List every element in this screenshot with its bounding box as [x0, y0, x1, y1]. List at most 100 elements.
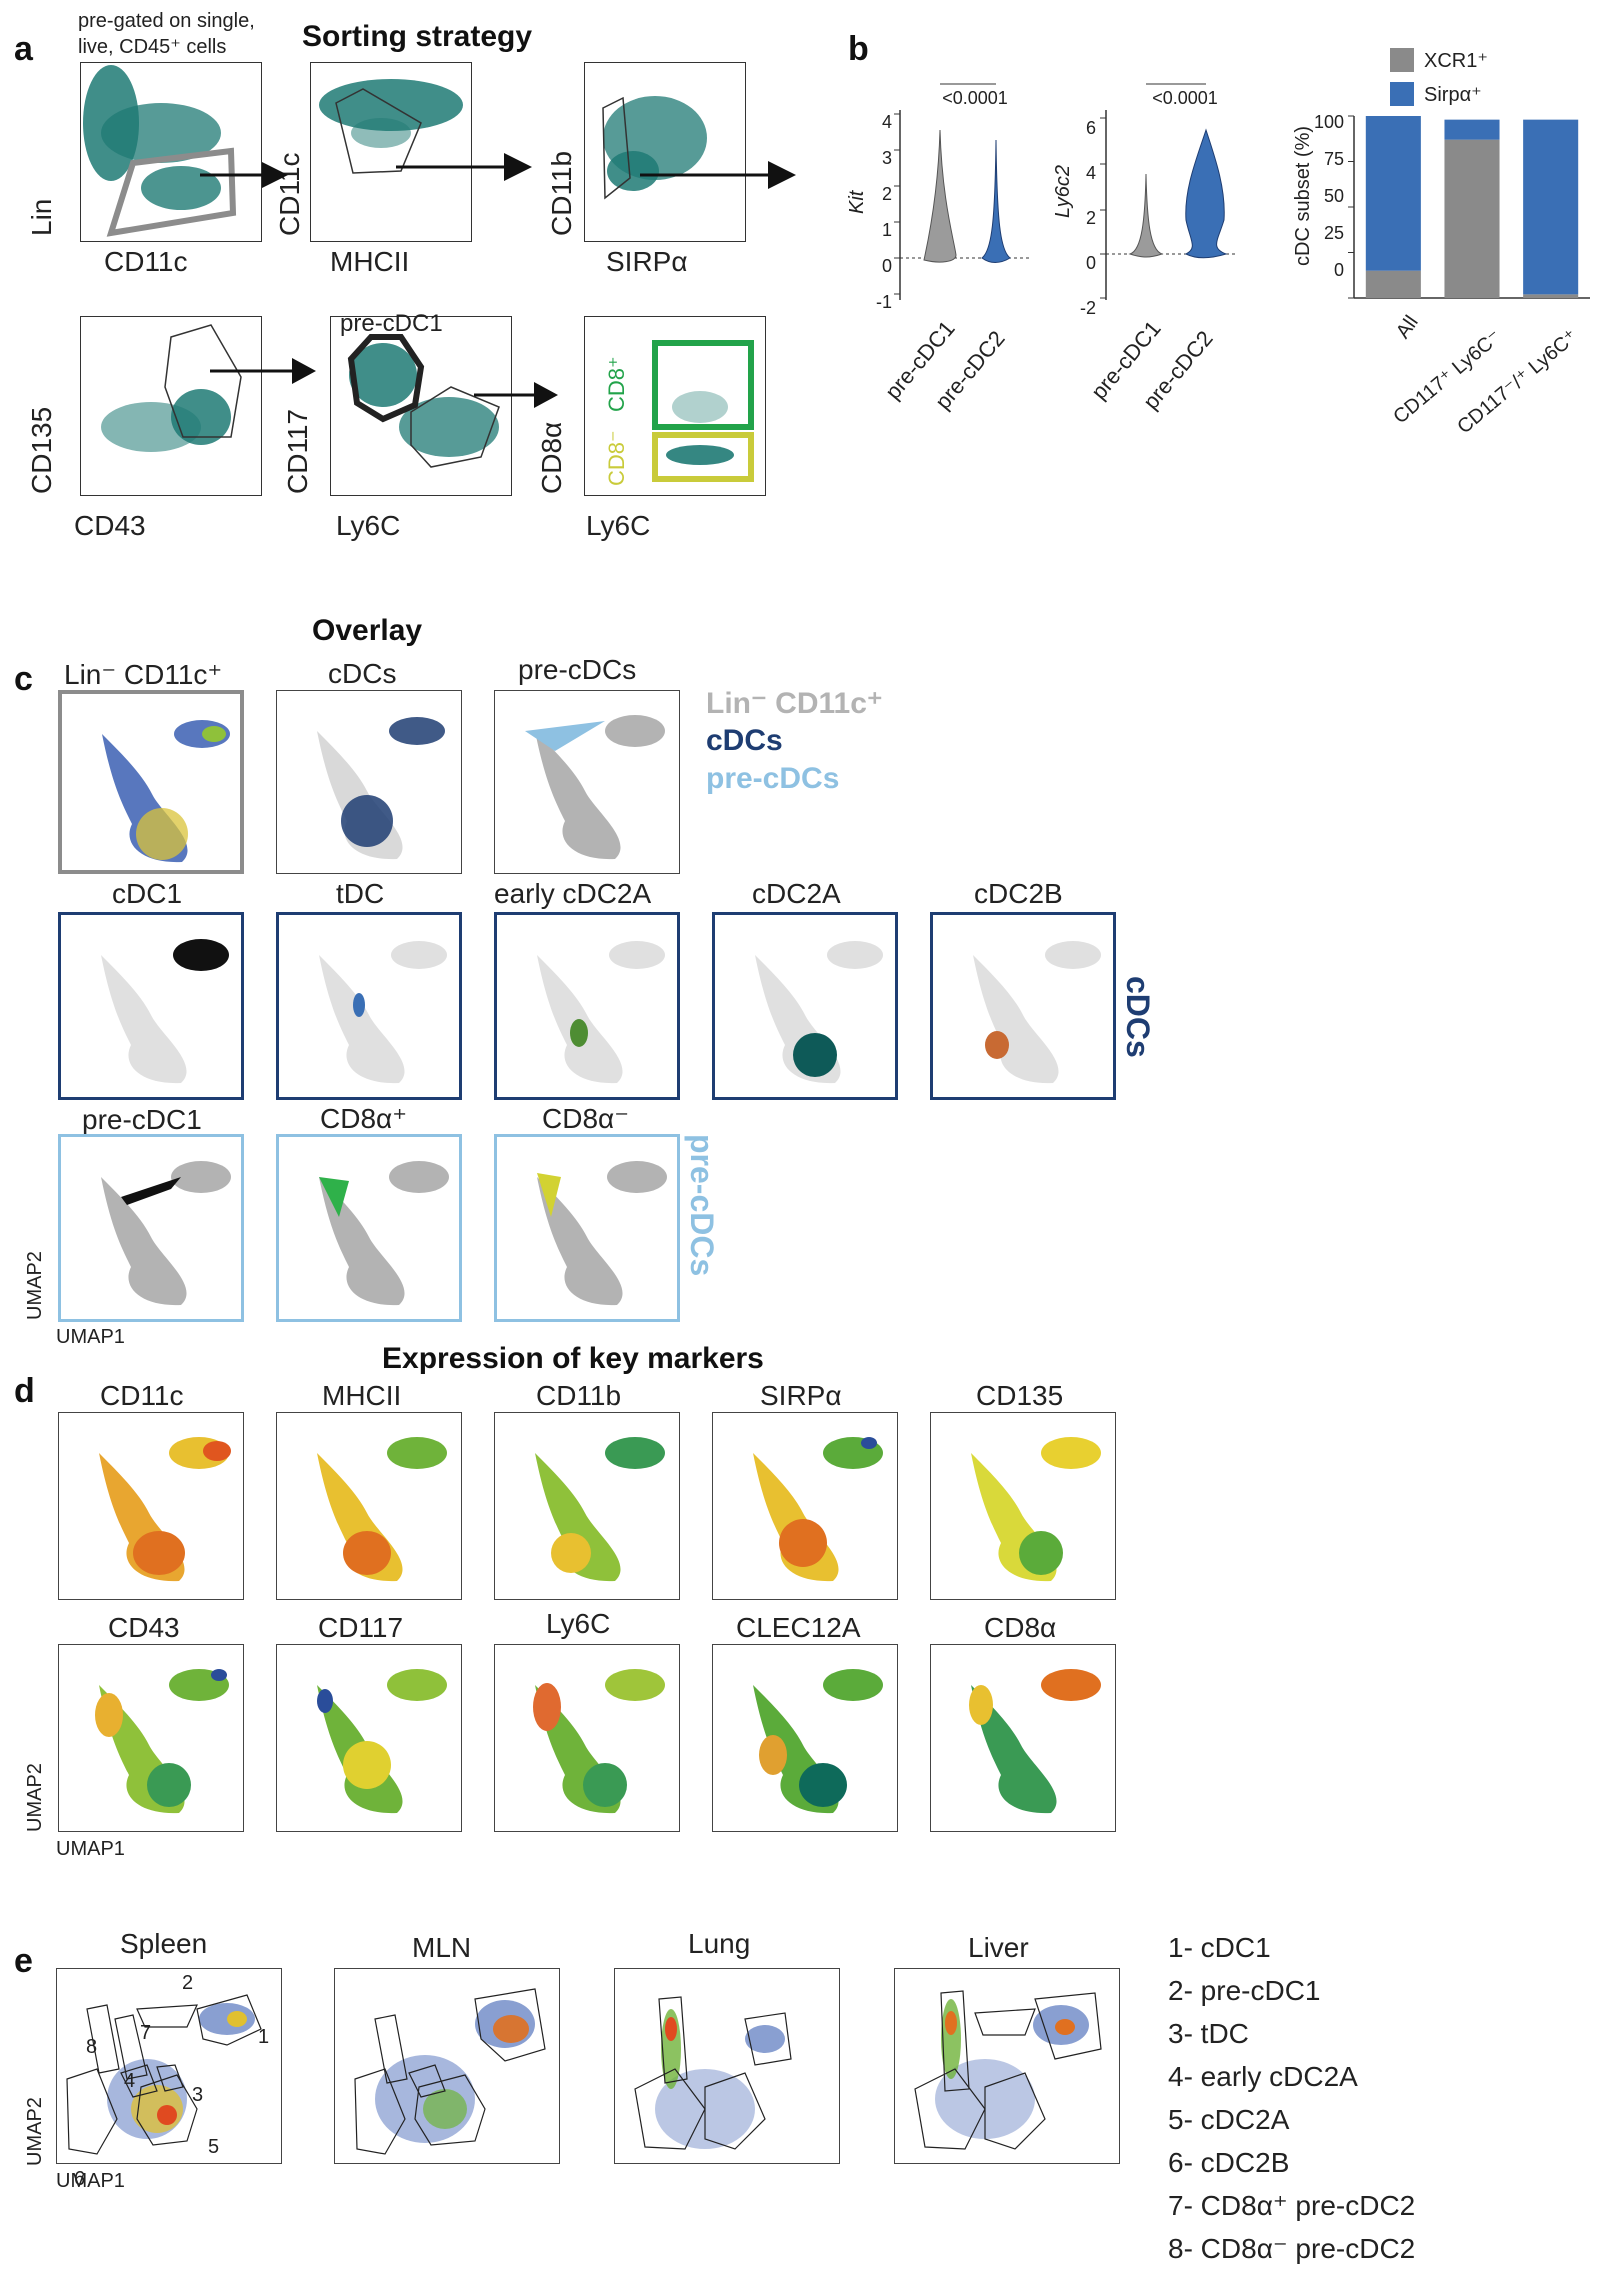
- umap-svg: [525, 715, 665, 860]
- umap-svg: [101, 939, 229, 1084]
- bar-cat-all: All: [1392, 311, 1423, 343]
- umap-expr-cd11c: [58, 1412, 244, 1600]
- ytick: 25: [1323, 223, 1344, 243]
- gate-arrow-2: [396, 153, 532, 181]
- pregate-note-line1: pre-gated on single,: [78, 10, 255, 32]
- a1-ylabel: Lin: [26, 198, 57, 236]
- ytick: 4: [881, 112, 892, 132]
- cluster-num-3: 3: [192, 2084, 204, 2106]
- a2-xlabel: MHCII: [330, 246, 410, 277]
- umap-svg: [317, 717, 445, 860]
- a5-xlabel: Ly6C: [336, 510, 401, 541]
- bar-segment-sirpa: [1365, 116, 1421, 271]
- panel-label-c: c: [14, 660, 33, 698]
- ytick: 75: [1323, 149, 1344, 169]
- stacked-bar-chart: [1348, 115, 1590, 299]
- umap-svg: [753, 1669, 883, 1814]
- c-row2-label-4: cDC2A: [752, 878, 841, 909]
- cluster-num-4: 4: [124, 2070, 136, 2092]
- legend-label-xcr1: XCR1⁺: [1424, 50, 1488, 72]
- umap-expr-cd8a: [930, 1644, 1116, 1832]
- markers-title: Expression of key markers: [382, 1342, 764, 1375]
- umap-early-cdc2a: [494, 912, 680, 1100]
- umap-svg: [66, 1994, 262, 2155]
- umap-liver: [894, 1968, 1120, 2164]
- flow-plot-cd11b-sirpa: [584, 62, 746, 242]
- pregate-note-line2: live, CD45⁺ cells: [78, 36, 227, 58]
- a1-xlabel: CD11c: [104, 246, 188, 277]
- a3-xlabel: SIRPα: [606, 246, 688, 277]
- overlay-title: Overlay: [312, 614, 423, 647]
- bar-segment-sirpa: [1523, 119, 1579, 295]
- umap-svg: [102, 720, 230, 863]
- umap-svg: [317, 1669, 447, 1814]
- legend-swatch-sirpa: [1390, 82, 1414, 106]
- ytick: 50: [1323, 186, 1344, 206]
- e-tissue-liver: Liver: [968, 1932, 1029, 1963]
- c-row3-label-1: pre-cDC1: [82, 1104, 202, 1135]
- cd8-pos-label: CD8⁺: [604, 356, 629, 412]
- pre-cdc1-gate-label: pre-cDC1: [340, 310, 443, 337]
- umap-expr-clec12a: [712, 1644, 898, 1832]
- ytick: -1: [875, 292, 892, 312]
- panel-label-e: e: [14, 1942, 33, 1980]
- e-axis-x: UMAP1: [56, 2170, 125, 2192]
- umap-svg: [973, 941, 1101, 1084]
- flow-plot-svg: [602, 96, 707, 200]
- flow-plot-cd135-cd43: [80, 316, 262, 496]
- bar-yticks: 100 75 50 25 0: [1310, 104, 1344, 289]
- umap-mln: [334, 1968, 560, 2164]
- sorting-strategy-title: Sorting strategy: [302, 20, 533, 53]
- umap-svg: [755, 941, 883, 1084]
- d-axis-x: UMAP1: [56, 1838, 125, 1860]
- cluster-num-1: 1: [258, 2026, 270, 2048]
- c-row2-label-2: tDC: [336, 878, 385, 909]
- umap-expr-cd135: [930, 1412, 1116, 1600]
- umap-cdc2a: [712, 912, 898, 1100]
- ytick: 3: [881, 148, 892, 168]
- umap-cdcs: [276, 690, 462, 874]
- umap-cdc2b: [930, 912, 1116, 1100]
- pre-cdcs-side-label: pre-cDCs: [684, 1134, 720, 1277]
- umap-svg: [634, 1996, 792, 2150]
- umap-svg: [533, 1669, 665, 1814]
- cluster-legend-item: 3- tDC: [1168, 2018, 1249, 2049]
- d-label-sirpa: SIRPα: [760, 1380, 842, 1411]
- ytick: 2: [1085, 208, 1096, 228]
- a5-ylabel: CD117: [282, 408, 313, 494]
- umap-lung: [614, 1968, 840, 2164]
- umap-svg: [99, 1437, 231, 1582]
- cluster-legend-item: 8- CD8α⁻ pre-cDC2: [1168, 2233, 1416, 2264]
- flow-plot-cd11c-mhcii: [310, 62, 472, 242]
- legend-label-sirpa: Sirpα⁺: [1424, 84, 1482, 106]
- c-legend-precdcs: pre-cDCs: [706, 762, 840, 795]
- e-tissue-lung: Lung: [688, 1928, 751, 1959]
- a4-ylabel: CD135: [26, 406, 57, 494]
- panel-label-a: a: [14, 30, 33, 68]
- violin2-pvalue: <0.0001: [1152, 88, 1218, 108]
- umap-svg: [317, 1437, 447, 1582]
- cdcs-side-label: cDCs: [1120, 976, 1156, 1058]
- ytick: 0: [881, 256, 892, 276]
- c-row3-label-2: CD8α⁺: [320, 1103, 407, 1134]
- flow-plot-cd117-ly6c: [330, 316, 512, 496]
- flow-plot-lin-cd11c: [80, 62, 262, 242]
- cd8-neg-label: CD8⁻: [604, 430, 629, 486]
- cluster-num-6: 6: [74, 2168, 86, 2190]
- umap-svg: [535, 1437, 665, 1582]
- cluster-legend-item: 4- early cDC2A: [1168, 2061, 1358, 2092]
- cluster-legend-item: 5- cDC2A: [1168, 2104, 1290, 2135]
- panel-label-d: d: [14, 1372, 35, 1410]
- violin1-pvalue: <0.0001: [942, 88, 1008, 108]
- umap-expr-mhcii: [276, 1412, 462, 1600]
- umap-svg: [101, 1161, 231, 1306]
- flow-plot-svg: [319, 79, 463, 174]
- umap-cd8a-pos: [276, 1134, 462, 1322]
- c-row1-label-2: cDCs: [328, 658, 397, 689]
- c-row2-label-5: cDC2B: [974, 878, 1063, 909]
- umap-svg: [537, 1161, 667, 1306]
- umap-svg: [914, 1990, 1102, 2150]
- cluster-num-7: 7: [140, 2022, 152, 2044]
- d-label-cd117: CD117: [318, 1612, 404, 1643]
- c-axis-x: UMAP1: [56, 1326, 125, 1348]
